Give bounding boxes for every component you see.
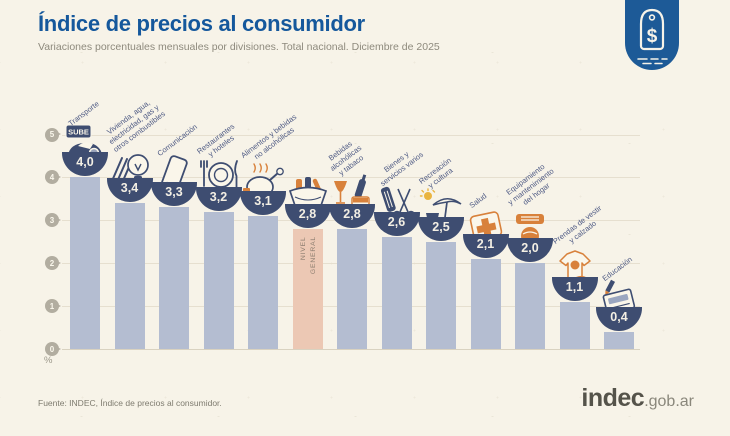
y-tick-value: 4 bbox=[49, 172, 55, 182]
bar-equipamiento-y-mantenimiento-del-hogar bbox=[515, 263, 545, 349]
nivel-general-in-bar-label: NIVEL GENERAL bbox=[299, 235, 317, 274]
y-tick-value: 1 bbox=[49, 301, 55, 311]
category-label-prendas-de-vestir-y-calzado: Prendas de vestir y calzado bbox=[550, 203, 603, 246]
gridline-5 bbox=[62, 134, 640, 136]
y-axis-tick-3: 3 bbox=[45, 213, 61, 228]
category-label-equipamiento-y-mantenimiento-del-hogar: Equipamiento y mantenimiento del hogar bbox=[504, 162, 556, 208]
value-bowl-bebidas-alcoholicas-y-tabaco: 2,8 bbox=[329, 203, 375, 228]
y-axis-tick-1: 1 bbox=[45, 299, 61, 314]
price-tag-icon: $ bbox=[637, 8, 668, 65]
y-tick-value: 5 bbox=[49, 130, 55, 139]
bar-bebidas-alcoholicas-y-tabaco bbox=[337, 228, 367, 349]
y-axis-unit-label: % bbox=[44, 355, 53, 366]
category-label-vivienda-agua-electricidad-gas-y-otros-combustibles: Vivienda, agua, electricidad, gas y otro… bbox=[104, 98, 167, 155]
value-bowl-salud: 2,1 bbox=[462, 233, 509, 258]
y-axis-tick-4: 4 bbox=[45, 170, 61, 185]
category-label-recreacion-y-cultura: Recreación y cultura bbox=[417, 155, 455, 190]
category-label-bebidas-alcoholicas-y-tabaco: Bebidas alcohólicas y tabaco bbox=[326, 139, 366, 178]
svg-text:SUBE: SUBE bbox=[68, 128, 89, 137]
value-bowl-vivienda-agua-electricidad-gas-y-otros-combustibles: 3,4 bbox=[106, 178, 153, 203]
bar-alimentos-y-bebidas-no-alcoholicas bbox=[248, 216, 278, 349]
price-tag-badge: $ bbox=[625, 0, 679, 70]
category-label-restaurantes-y-hoteles: Restaurantes y hoteles bbox=[194, 121, 236, 159]
bar-nivel-general bbox=[292, 228, 323, 349]
y-tick-value: 3 bbox=[49, 215, 55, 225]
gridline-0 bbox=[62, 349, 640, 350]
bar-transporte bbox=[70, 177, 100, 349]
value-bowl-prendas-de-vestir-y-calzado: 1,1 bbox=[551, 276, 598, 301]
y-tick-value: 0 bbox=[49, 344, 55, 354]
value-bowl-restaurantes-y-hoteles: 3,2 bbox=[195, 186, 242, 211]
bar-prendas-de-vestir-y-calzado bbox=[559, 301, 590, 349]
y-tick-value: 2 bbox=[49, 258, 55, 268]
bar-recreacion-y-cultura bbox=[426, 241, 456, 349]
bar-bienes-y-servicios-varios bbox=[381, 237, 412, 349]
bar-comunicacion bbox=[159, 207, 189, 349]
value-bowl-alimentos-y-bebidas-no-alcoholicas: 3,1 bbox=[240, 191, 286, 215]
svg-text:$: $ bbox=[647, 26, 658, 47]
bar-educacion bbox=[604, 331, 634, 349]
y-axis-tick-2: 2 bbox=[45, 256, 61, 271]
value-bowl-equipamiento-y-mantenimiento-del-hogar: 2,0 bbox=[507, 238, 553, 263]
value-bowl-transporte: 4,0 bbox=[62, 152, 108, 177]
value-bowl-comunicacion: 3,3 bbox=[151, 182, 197, 207]
value-bowl-recreacion-y-cultura: 2,5 bbox=[418, 216, 464, 241]
page-subtitle: Variaciones porcentuales mensuales por d… bbox=[38, 41, 440, 53]
indec-logo-domain: .gob.ar bbox=[644, 393, 694, 410]
category-label-comunicacion: Comunicación bbox=[155, 122, 199, 159]
value-bowl-educacion: 0,4 bbox=[596, 306, 642, 331]
value-bowl-nivel-general: 2,8 bbox=[284, 203, 331, 228]
y-axis-tick-0: 0 bbox=[45, 342, 61, 356]
bar-vivienda-agua-electricidad-gas-y-otros-combustibles bbox=[114, 203, 145, 349]
indec-logo-text: indec bbox=[581, 384, 645, 412]
page-title: Índice de precios al consumidor bbox=[38, 11, 365, 36]
bar-restaurantes-y-hoteles bbox=[203, 211, 234, 349]
category-label-bienes-y-servicios-varios: Bienes y servicios varios bbox=[378, 150, 425, 189]
gridline-4 bbox=[62, 177, 640, 179]
indec-logo: indec .gob.ar bbox=[581, 384, 694, 413]
y-axis-tick-5: 5 bbox=[45, 127, 61, 142]
source-note: Fuente: INDEC, Índice de precios al cons… bbox=[38, 398, 222, 408]
value-bowl-bienes-y-servicios-varios: 2,6 bbox=[373, 212, 420, 237]
category-label-alimentos-y-bebidas-no-alcoholicas: Alimentos y bebidas no alcohólicas bbox=[239, 112, 299, 162]
bar-salud bbox=[470, 258, 501, 349]
